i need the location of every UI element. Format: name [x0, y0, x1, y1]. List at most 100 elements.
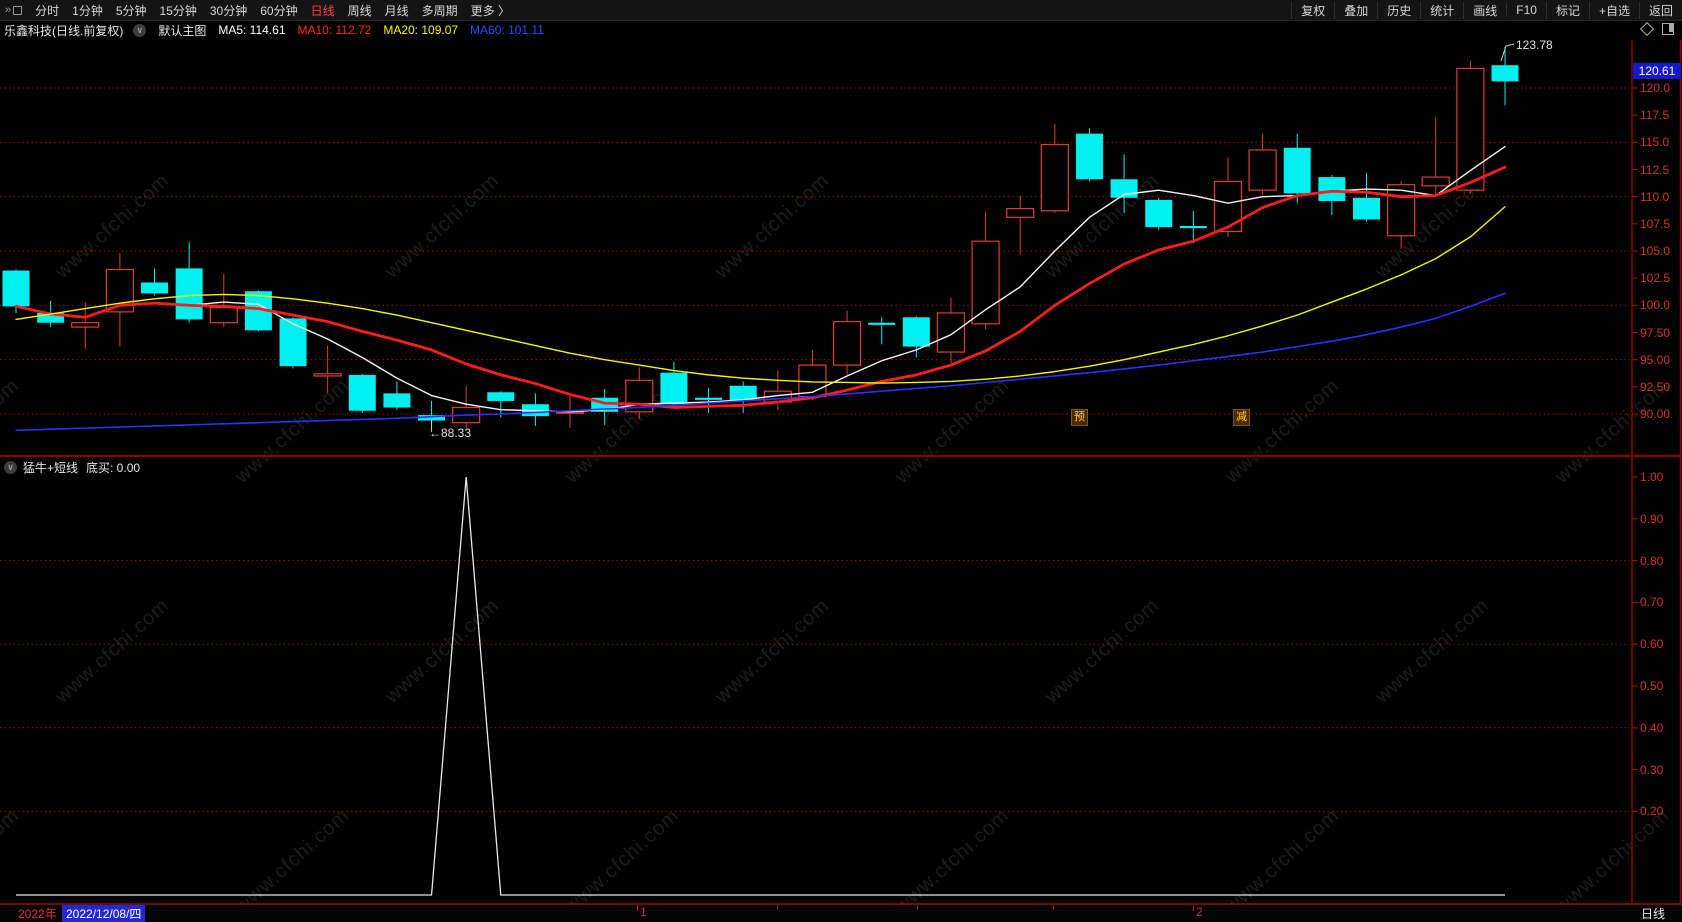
- candle-up[interactable]: [1421, 176, 1450, 187]
- candle-down[interactable]: [348, 374, 376, 411]
- toolbar-item-7[interactable]: +自选: [1588, 1, 1639, 19]
- candle-up[interactable]: [1213, 180, 1243, 233]
- main-axis-label: 97.50: [1640, 325, 1671, 340]
- period-item-0[interactable]: 分时: [35, 3, 60, 18]
- candle-down[interactable]: [175, 268, 203, 320]
- last-price-badge: 120.61: [1633, 63, 1681, 79]
- candle-down[interactable]: [1179, 226, 1207, 229]
- stock-title[interactable]: 乐鑫科技(日线.前复权): [4, 23, 124, 38]
- candle-down[interactable]: [1352, 197, 1380, 220]
- candle-up[interactable]: [832, 321, 862, 366]
- candle-down[interactable]: [487, 392, 515, 401]
- candle-up[interactable]: [1456, 67, 1485, 191]
- minor-tick: [777, 905, 778, 909]
- candle-down[interactable]: [729, 385, 757, 401]
- main-axis-label: 90.00: [1640, 407, 1671, 421]
- main-axis-label: 120.0: [1640, 81, 1671, 95]
- main-layout-label[interactable]: 默认主图: [158, 23, 207, 38]
- sub-axis-label: 0.30: [1640, 762, 1664, 777]
- candle-up[interactable]: [71, 322, 100, 328]
- period-item-2[interactable]: 5分钟: [115, 3, 147, 18]
- candle-down[interactable]: [279, 318, 307, 367]
- period-item-4[interactable]: 30分钟: [209, 3, 248, 18]
- candle-down[interactable]: [37, 312, 65, 323]
- diamond-icon[interactable]: [1639, 21, 1655, 37]
- chart-header: 乐鑫科技(日线.前复权) ∨ 默认主图 MA5: 114.61 MA10: 112…: [0, 20, 1634, 40]
- event-marker[interactable]: 预: [1071, 409, 1088, 426]
- candle-down[interactable]: [868, 322, 896, 325]
- ma-line-ma60: [15, 292, 1506, 432]
- candle-up[interactable]: [1006, 208, 1035, 218]
- chevron-down-icon[interactable]: ∨: [4, 461, 17, 474]
- high-price-annotation: 123.78: [1516, 38, 1553, 52]
- period-item-9[interactable]: 多周期: [421, 3, 458, 18]
- candle-up[interactable]: [971, 240, 1000, 325]
- period-item-5[interactable]: 60分钟: [260, 3, 298, 18]
- toolbar-item-6[interactable]: 标记: [1545, 1, 1589, 19]
- minor-tick: [917, 905, 918, 909]
- minor-tick: [1053, 905, 1054, 909]
- period-item-3[interactable]: 15分钟: [159, 3, 197, 18]
- toolbar-item-3[interactable]: 统计: [1420, 1, 1463, 19]
- candle-down[interactable]: [2, 270, 30, 307]
- month-label: 1: [640, 905, 647, 919]
- candle-down[interactable]: [1283, 147, 1311, 194]
- period-item-8[interactable]: 月线: [384, 3, 409, 18]
- split-window-icon[interactable]: [1662, 23, 1674, 35]
- candle-down[interactable]: [383, 393, 411, 408]
- sub-indicator-name[interactable]: 猛牛+短线: [23, 461, 79, 475]
- ma-value-3: MA60: 101.11: [470, 23, 544, 37]
- toolbar-menu: 复权 叠加 历史 统计 画线 F10 标记 +自选 返回: [1291, 1, 1682, 19]
- candle-down[interactable]: [418, 415, 446, 421]
- sub-axis-label: 0.20: [1640, 804, 1664, 819]
- candle-down[interactable]: [1491, 65, 1519, 82]
- candle-down[interactable]: [141, 282, 169, 294]
- period-item-10[interactable]: 更多 〉: [470, 3, 510, 18]
- window-panes-icon[interactable]: »: [5, 4, 23, 16]
- candle-down[interactable]: [660, 372, 688, 405]
- toolbar-item-8[interactable]: 返回: [1638, 1, 1682, 19]
- toolbar-item-2[interactable]: 历史: [1377, 1, 1420, 19]
- sub-indicator-line: [16, 476, 1505, 896]
- toolbar-item-0[interactable]: 复权: [1291, 1, 1334, 19]
- toolbar-item-4[interactable]: 画线: [1463, 1, 1506, 19]
- period-item-1[interactable]: 1分钟: [72, 3, 103, 18]
- candle-up[interactable]: [1387, 184, 1416, 237]
- selected-date: 2022/12/08/四: [62, 905, 146, 922]
- sub-axis-label: 0.70: [1640, 595, 1664, 610]
- sub-indicator-header: ∨ 猛牛+短线 底买: 0.00: [4, 459, 140, 476]
- candle-up[interactable]: [1040, 143, 1069, 212]
- period-label: 日线: [1641, 907, 1666, 921]
- main-axis-label: 117.5: [1640, 108, 1670, 123]
- sub-axis-label: 0.90: [1640, 511, 1664, 526]
- candle-up[interactable]: [1248, 149, 1277, 191]
- main-axis-label: 107.5: [1640, 216, 1671, 231]
- ma-value-1: MA10: 112.72: [297, 23, 372, 37]
- main-axis-label: 100.0: [1640, 298, 1671, 313]
- chevron-down-icon[interactable]: ∨: [133, 23, 147, 37]
- sub-indicator-value: 底买: 0.00: [86, 461, 141, 475]
- candle-down[interactable]: [695, 397, 723, 400]
- main-axis-label: 115.0: [1640, 135, 1670, 150]
- candle-up[interactable]: [313, 373, 342, 377]
- sub-axis-label: 0.80: [1640, 553, 1664, 568]
- candle-down[interactable]: [1145, 199, 1173, 228]
- month-label: 2: [1196, 905, 1203, 919]
- main-axis-label: 110.0: [1640, 189, 1670, 204]
- candle-down[interactable]: [1318, 177, 1346, 202]
- month-tick: [1193, 905, 1194, 911]
- toolbar-item-1[interactable]: 叠加: [1334, 1, 1377, 19]
- candle-up[interactable]: [209, 306, 238, 324]
- candle-down[interactable]: [902, 317, 930, 347]
- main-axis-label: 102.5: [1640, 271, 1671, 286]
- candle-up[interactable]: [936, 312, 966, 353]
- candle-down[interactable]: [1075, 133, 1103, 180]
- sub-axis-label: 0.60: [1640, 637, 1664, 652]
- event-marker[interactable]: 减: [1233, 409, 1250, 426]
- toolbar-item-5[interactable]: F10: [1506, 3, 1546, 17]
- period-item-7[interactable]: 周线: [347, 3, 372, 18]
- period-item-6[interactable]: 日线: [310, 3, 335, 18]
- date-axis-bar[interactable]: 2022年 2022/12/08/四 日线 1 2: [0, 905, 1682, 922]
- sub-axis-label: 1.00: [1640, 470, 1664, 484]
